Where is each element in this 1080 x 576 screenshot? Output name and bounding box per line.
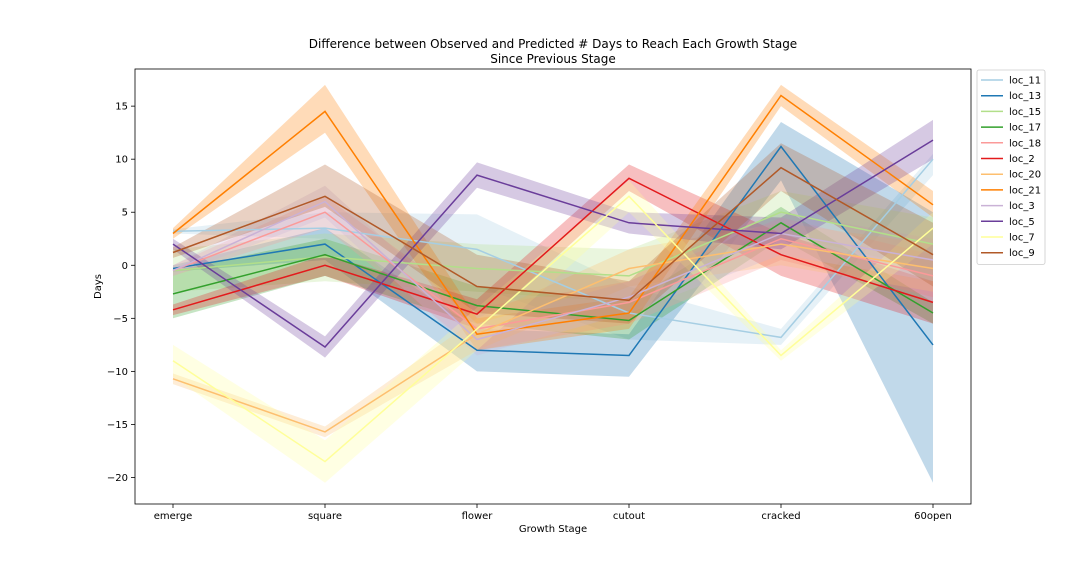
- x-axis-label: Growth Stage: [519, 524, 587, 535]
- y-tick-label: −5: [113, 314, 128, 325]
- legend-label-loc-17: loc_17: [1009, 123, 1041, 134]
- legend-label-loc-2: loc_2: [1009, 154, 1035, 165]
- y-tick-label: 15: [115, 102, 128, 113]
- x-tick-label-emerge: emerge: [154, 511, 192, 522]
- x-tick-label-square: square: [308, 511, 342, 522]
- series-line-loc-21: [172, 94, 934, 336]
- legend-label-loc-5: loc_5: [1009, 217, 1035, 228]
- series-line-loc-13: [172, 145, 934, 357]
- chart-subtitle: Since Previous Stage: [490, 52, 616, 66]
- series-line-loc-2: [172, 177, 934, 315]
- series-line-loc-7: [172, 195, 934, 463]
- x-tick-label-60open: 60open: [914, 511, 952, 522]
- ci-band-loc-11: [173, 153, 933, 345]
- legend-label-loc-21: loc_21: [1009, 185, 1041, 196]
- ci-band-loc-3: [173, 185, 933, 356]
- ci-band-loc-15: [173, 191, 933, 303]
- ci-band-loc-21: [173, 84, 933, 351]
- legend-frame: [976, 69, 1046, 265]
- legend-label-loc-7: loc_7: [1009, 233, 1035, 244]
- series-line-loc-5: [172, 139, 934, 348]
- ci-band-loc-13: [173, 122, 933, 483]
- legend-label-loc-18: loc_18: [1009, 138, 1041, 149]
- series-line-loc-9: [172, 166, 934, 302]
- x-tick-label-flower: flower: [462, 511, 494, 522]
- legend-label-loc-3: loc_3: [1009, 201, 1035, 212]
- series-line-loc-18: [172, 211, 934, 330]
- y-tick-label: −10: [107, 367, 128, 378]
- legend-label-loc-20: loc_20: [1009, 170, 1041, 181]
- legend-label-loc-13: loc_13: [1009, 91, 1041, 102]
- plot-area-frame: [134, 68, 972, 505]
- x-tick-label-cutout: cutout: [613, 511, 645, 522]
- ci-band-loc-20: [173, 222, 933, 438]
- y-tick-label: −15: [107, 420, 128, 431]
- legend: loc_11 loc_13 loc_15 loc_17 loc_18 loc_2 loc_2…: [976, 69, 1046, 265]
- y-tick-label: 5: [122, 208, 128, 219]
- series-line-loc-11: [172, 158, 934, 339]
- x-tick-label-cracked: cracked: [761, 511, 800, 522]
- ci-band-loc-17: [173, 206, 933, 340]
- legend-label-loc-9: loc_9: [1009, 248, 1035, 259]
- series-line-loc-20: [172, 243, 934, 433]
- legend-label-loc-11: loc_11: [1009, 76, 1041, 87]
- y-tick-label: 0: [122, 261, 128, 272]
- ci-band-loc-9: [173, 143, 933, 324]
- y-axis-label: Days: [93, 274, 104, 299]
- y-tick-label: 10: [115, 155, 128, 166]
- y-tick-label: −20: [107, 473, 128, 484]
- legend-label-loc-15: loc_15: [1009, 107, 1041, 118]
- ci-band-loc-5: [173, 119, 933, 358]
- chart-title: Difference between Observed and Predicte…: [309, 37, 797, 51]
- series-line-loc-3: [172, 200, 934, 341]
